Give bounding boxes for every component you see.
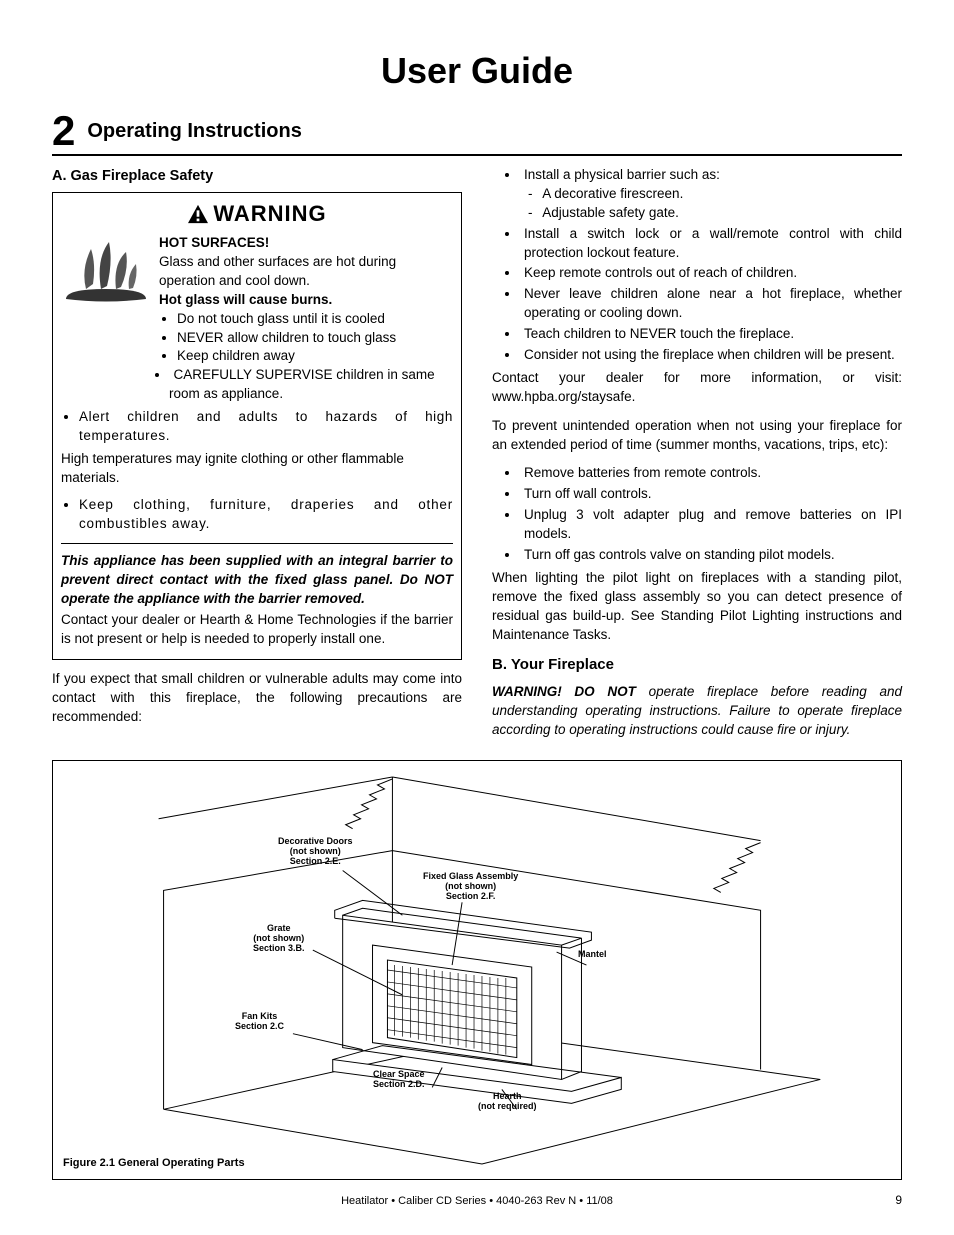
- page-title: User Guide: [52, 50, 902, 92]
- wb2: Keep children away: [177, 347, 453, 366]
- callout-grate: Grate(not shown)Section 3.B.: [253, 923, 305, 953]
- warning-header: WARNING: [61, 199, 453, 230]
- right-column: Install a physical barrier such as: A de…: [492, 166, 902, 740]
- hot-glass-label: Hot glass will cause burns.: [159, 292, 332, 307]
- callout-mantel: Mantel: [578, 949, 607, 959]
- warning-inner-bullets: Do not touch glass until it is cooled NE…: [177, 310, 453, 367]
- pb2: Unplug 3 volt adapter plug and remove ba…: [520, 506, 902, 544]
- install-barrier-text: Install a physical barrier such as:: [524, 167, 720, 182]
- prevent-bullets: Remove batteries from remote controls. T…: [520, 464, 902, 564]
- rb4: Consider not using the fireplace when ch…: [520, 346, 902, 365]
- install-barrier: Install a physical barrier such as: A de…: [520, 166, 902, 223]
- callout-clear-space: Clear SpaceSection 2.D.: [373, 1069, 425, 1089]
- warn-intro: Glass and other surfaces are hot during …: [159, 254, 396, 288]
- wb0: Do not touch glass until it is cooled: [177, 310, 453, 329]
- section-header: 2 Operating Instructions: [52, 110, 902, 156]
- warning-header-text: WARNING: [213, 201, 326, 226]
- pb3: Turn off gas controls valve on standing …: [520, 546, 902, 565]
- page-number: 9: [895, 1193, 902, 1207]
- footer-text: Heatilator • Caliber CD Series • 4040-26…: [0, 1195, 954, 1207]
- hr: [61, 543, 453, 544]
- pb0: Remove batteries from remote controls.: [520, 464, 902, 483]
- figure-box: Decorative Doors(not shown)Section 2.E. …: [52, 760, 902, 1180]
- keep-clothing-list: Keep clothing, furniture, draperies and …: [79, 496, 453, 534]
- fireplace-diagram: [63, 771, 891, 1169]
- pilot-para: When lighting the pilot light on firepla…: [492, 569, 902, 645]
- section-a-title: A. Gas Fireplace Safety: [52, 166, 462, 186]
- wb1: NEVER allow children to touch glass: [177, 329, 453, 348]
- barrier-note: This appliance has been supplied with an…: [61, 552, 453, 609]
- high-temp-text: High temperatures may ignite clothing or…: [61, 450, 453, 488]
- callout-fixed-glass: Fixed Glass Assembly(not shown)Section 2…: [423, 871, 518, 901]
- warning-text: HOT SURFACES! Glass and other surfaces a…: [159, 234, 453, 366]
- barrier-item-1: Adjustable safety gate.: [542, 204, 902, 223]
- barrier-sub-items: A decorative firescreen. Adjustable safe…: [542, 185, 902, 223]
- flame-icon: [61, 234, 151, 366]
- section-b-warn-label: WARNING! DO NOT: [492, 684, 636, 699]
- keep-clothing: Keep clothing, furniture, draperies and …: [79, 496, 453, 534]
- callout-hearth: Hearth(not required): [478, 1091, 537, 1111]
- warning-outer-bullets: CAREFULLY SUPERVISE children in same roo…: [79, 366, 453, 446]
- figure-caption: Figure 2.1 General Operating Parts: [63, 1157, 245, 1169]
- section-b-title: B. Your Fireplace: [492, 654, 902, 675]
- rb2: Never leave children alone near a hot fi…: [520, 285, 902, 323]
- left-para: If you expect that small children or vul…: [52, 670, 462, 727]
- rb1: Keep remote controls out of reach of chi…: [520, 264, 902, 283]
- high-temp-bold: High temperatures may ignite clothing or…: [61, 451, 404, 485]
- section-number: 2: [52, 110, 75, 152]
- barrier-item-0: A decorative firescreen.: [542, 185, 902, 204]
- warning-triangle-icon: [187, 204, 209, 224]
- contact-dealer-note: Contact your dealer or Hearth & Home Tec…: [61, 611, 453, 649]
- warning-box: WARNING HOT SURFACES! Glass and other su…: [52, 192, 462, 660]
- rb3: Teach children to NEVER touch the firepl…: [520, 325, 902, 344]
- wb3: CAREFULLY SUPERVISE children in same roo…: [169, 366, 453, 404]
- callout-decorative-doors: Decorative Doors(not shown)Section 2.E.: [278, 836, 353, 866]
- callout-fan-kits: Fan KitsSection 2.C: [235, 1011, 284, 1031]
- left-column: A. Gas Fireplace Safety WARNING: [52, 166, 462, 740]
- contact-para: Contact your dealer for more information…: [492, 369, 902, 407]
- alert-hazards: Alert children and adults to hazards of …: [79, 408, 453, 446]
- rb0: Install a switch lock or a wall/remote c…: [520, 225, 902, 263]
- section-b-warning: WARNING! DO NOT operate fireplace before…: [492, 683, 902, 740]
- right-bullets-top: Install a physical barrier such as: A de…: [520, 166, 902, 365]
- prevent-intro: To prevent unintended operation when not…: [492, 417, 902, 455]
- hot-surfaces-label: HOT SURFACES!: [159, 235, 269, 250]
- section-title: Operating Instructions: [87, 120, 301, 143]
- pb1: Turn off wall controls.: [520, 485, 902, 504]
